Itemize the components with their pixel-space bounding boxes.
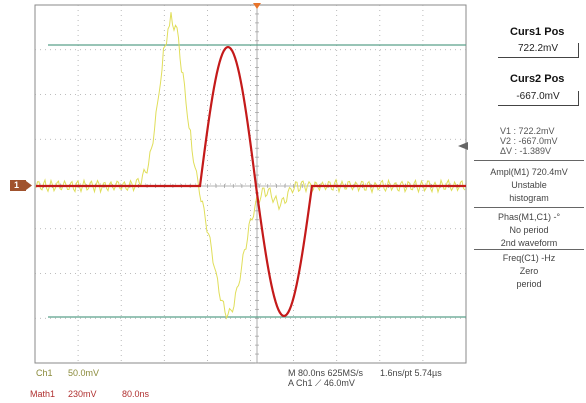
meas-divider	[474, 207, 584, 208]
trigger-readout[interactable]: A Ch1 ⟋ 46.0mV	[288, 378, 355, 388]
meas-divider	[474, 249, 584, 250]
curs2-pos-value[interactable]: -667.0mV	[498, 91, 579, 106]
cursor-v2-readout: V2 : -667.0mV	[500, 136, 558, 146]
ch1-ground-arrow-icon	[26, 181, 32, 190]
meas-ampl[interactable]: Ampl(M1) 720.4mV Unstable histogram	[476, 166, 582, 205]
cursor-delta-readout: ΔV : -1.389V	[500, 146, 552, 156]
math1-scale[interactable]: 230mV	[68, 389, 97, 399]
meas-phase-line2: No period	[509, 225, 549, 235]
cursor-v1-readout: V1 : 722.2mV	[500, 126, 555, 136]
curs1-pos-value[interactable]: 722.2mV	[498, 43, 579, 58]
meas-ampl-line1: Ampl(M1) 720.4mV	[490, 167, 568, 177]
timebase-readout[interactable]: M 80.0ns 625MS/s	[288, 368, 364, 378]
ch1-scale[interactable]: 50.0mV	[68, 368, 100, 378]
math1-waveform	[36, 45, 466, 318]
meas-phase-line1: Phas(M1,C1) -°	[497, 212, 561, 222]
math1-time[interactable]: 80.0ns	[122, 389, 150, 399]
meas-phase[interactable]: Phas(M1,C1) -° No period 2nd waveform	[476, 211, 582, 250]
meas-ampl-line3: histogram	[509, 193, 549, 203]
ch1-ground-marker[interactable]	[10, 180, 26, 191]
meas-freq-line1: Freq(C1) -Hz	[502, 253, 556, 263]
curs2-pos-title: Curs2 Pos	[510, 73, 565, 85]
trigger-level-arrow-icon	[458, 142, 468, 150]
resolution-readout: 1.6ns/pt 5.74µs	[380, 368, 442, 378]
meas-divider	[474, 160, 584, 161]
trigger-position-marker	[253, 3, 261, 9]
curs1-pos-title: Curs1 Pos	[510, 26, 565, 38]
meas-freq[interactable]: Freq(C1) -Hz Zero period	[476, 252, 582, 291]
ch1-marker-label: 1	[14, 180, 20, 190]
graticule	[34, 4, 467, 364]
meas-freq-line3: period	[516, 279, 542, 289]
meas-freq-line2: Zero	[519, 266, 539, 276]
ch1-label[interactable]: Ch1	[36, 368, 53, 378]
meas-ampl-line2: Unstable	[511, 180, 547, 190]
meas-phase-line3: 2nd waveform	[500, 238, 558, 248]
math1-label[interactable]: Math1	[30, 389, 56, 399]
